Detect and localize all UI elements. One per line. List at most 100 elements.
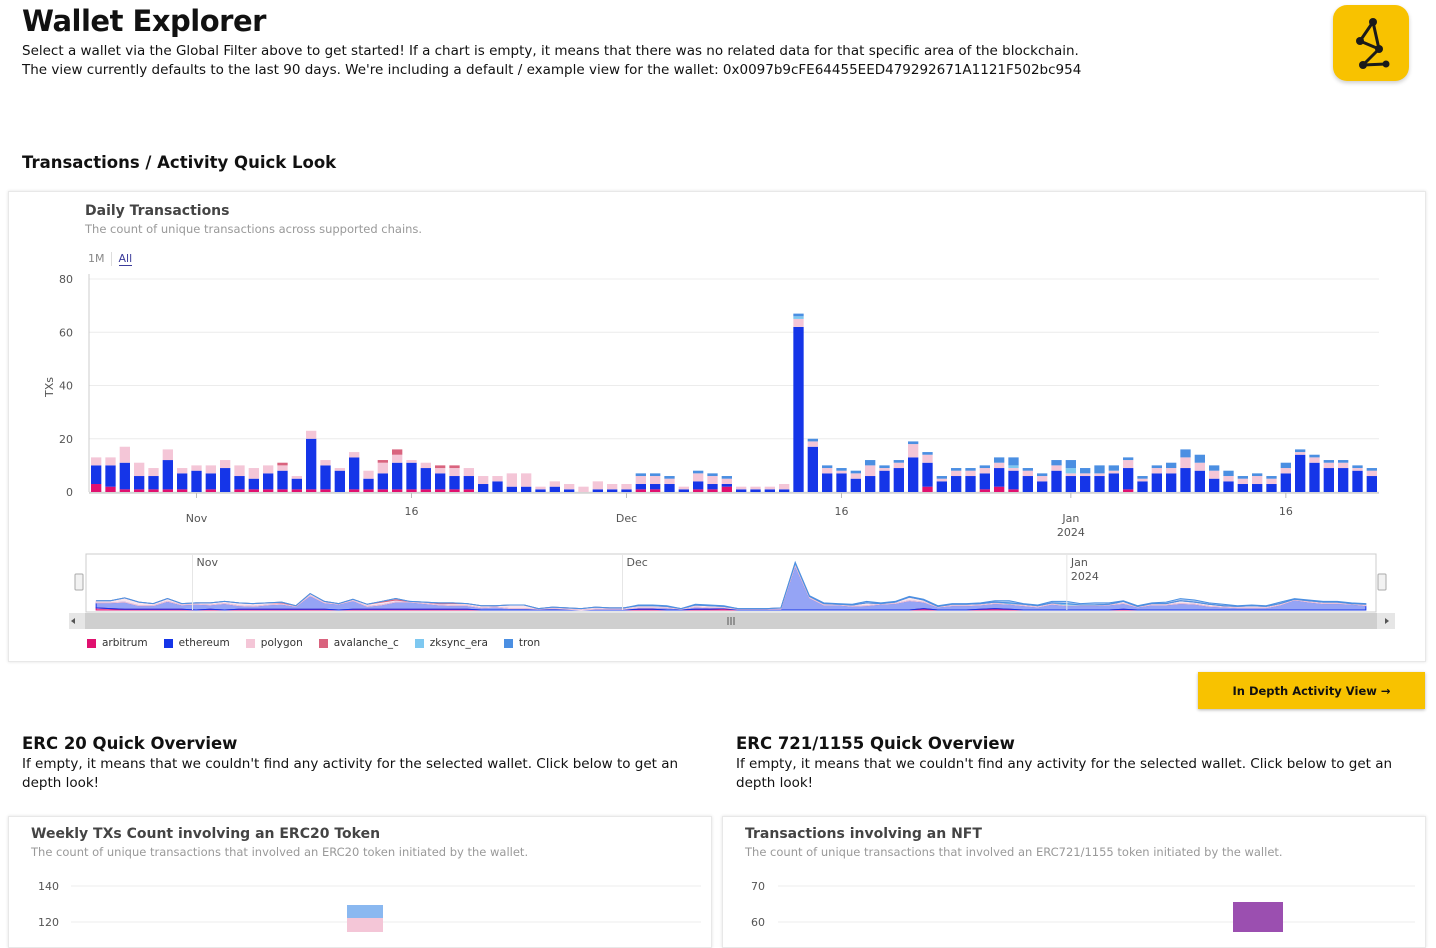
bar-segment-arbitrum[interactable] — [263, 489, 274, 492]
bar-segment-polygon[interactable] — [506, 473, 517, 487]
bar-segment-ethereum[interactable] — [148, 476, 159, 490]
bar-segment-ethereum[interactable] — [406, 462, 417, 490]
bar-segment-polygon[interactable] — [1008, 468, 1019, 471]
bar-segment-polygon[interactable] — [1352, 468, 1363, 471]
bar-segment-tron[interactable] — [965, 468, 976, 471]
bar-segment-ethereum[interactable] — [850, 478, 861, 492]
bar-segment-ethereum[interactable] — [893, 468, 904, 492]
bar-segment-ethereum[interactable] — [650, 484, 661, 490]
bar-segment-polygon[interactable] — [306, 430, 317, 439]
bar-segment-ethereum[interactable] — [1280, 473, 1291, 492]
bar-segment-ethereum[interactable] — [220, 468, 231, 492]
bar-segment-arbitrum[interactable] — [177, 489, 188, 492]
scroll-left-arrow-icon[interactable] — [71, 618, 75, 624]
bar-segment-polygon[interactable] — [836, 470, 847, 474]
scrollbar-grip-icon[interactable] — [727, 617, 735, 625]
bar-segment-polygon[interactable] — [764, 486, 775, 490]
bar-segment-tron[interactable] — [1137, 476, 1148, 479]
bar-segment-arbitrum[interactable] — [148, 489, 159, 492]
bar-segment-tron[interactable] — [893, 460, 904, 463]
bar-segment-arbitrum[interactable] — [707, 489, 718, 492]
bar-segment-polygon[interactable] — [793, 318, 804, 327]
bar-segment-arbitrum[interactable] — [105, 486, 116, 492]
bar-segment-ethereum[interactable] — [263, 473, 274, 490]
bar-segment-ethereum[interactable] — [822, 473, 833, 492]
bar-segment-ethereum[interactable] — [492, 481, 503, 492]
bar-segment-polygon[interactable] — [807, 441, 818, 447]
bar-segment-ethereum[interactable] — [1252, 484, 1263, 492]
bar-segment-polygon[interactable] — [320, 460, 331, 466]
bar-segment-polygon[interactable] — [1051, 465, 1062, 471]
bar-segment-ethereum[interactable] — [1065, 476, 1076, 492]
bar-segment-polygon[interactable] — [420, 462, 431, 469]
bar-segment-tron[interactable] — [1352, 465, 1363, 469]
bar-segment-polygon[interactable] — [879, 468, 890, 471]
bar-segment-polygon[interactable] — [1151, 468, 1162, 474]
bar-segment-polygon[interactable] — [234, 465, 245, 477]
bar-segment-ethereum[interactable] — [865, 476, 876, 492]
legend-item-tron[interactable]: tron — [503, 637, 540, 649]
bar-segment-arbitrum[interactable] — [277, 489, 288, 492]
bar-segment-tron[interactable] — [1295, 449, 1306, 453]
bar-segment-polygon[interactable] — [664, 478, 675, 485]
bar-segment-arbitrum[interactable] — [320, 489, 331, 492]
bar-segment-ethereum[interactable] — [678, 489, 689, 492]
bar-segment-polygon[interactable] — [134, 462, 145, 477]
bar-segment-tron[interactable] — [1180, 449, 1191, 458]
bar-segment-arbitrum[interactable] — [392, 489, 403, 492]
bar-segment-ethereum[interactable] — [635, 484, 646, 490]
bar-segment-ethereum[interactable] — [191, 470, 202, 492]
bar-segment-polygon[interactable] — [850, 473, 861, 479]
bar-segment-arbitrum[interactable] — [291, 489, 302, 492]
bar-segment-polygon[interactable] — [1166, 468, 1177, 474]
bar-segment-arbitrum[interactable] — [91, 484, 102, 492]
bar-segment-ethereum[interactable] — [349, 457, 360, 490]
bar-segment-polygon[interactable] — [1223, 476, 1234, 482]
bar-segment-ethereum[interactable] — [1151, 473, 1162, 492]
bar-segment-ethereum[interactable] — [334, 470, 345, 492]
navigator-right-handle[interactable] — [1377, 573, 1387, 591]
bar-segment-ethereum[interactable] — [1338, 468, 1349, 492]
bar-segment-polygon[interactable] — [478, 476, 489, 485]
bar-segment-tron[interactable] — [1194, 454, 1205, 463]
bar-segment-polygon[interactable] — [291, 476, 302, 479]
bar-segment-polygon[interactable] — [535, 486, 546, 490]
bar-segment-polygon[interactable] — [721, 478, 732, 485]
bar-segment-ethereum[interactable] — [449, 476, 460, 490]
bar-segment-tron[interactable] — [836, 468, 847, 471]
bar-segment-polygon[interactable] — [392, 454, 403, 463]
bar-segment-tron[interactable] — [1065, 460, 1076, 469]
bar-segment-ethereum[interactable] — [377, 473, 388, 490]
bar-segment-polygon[interactable] — [1137, 478, 1148, 482]
bar-segment-polygon[interactable] — [621, 484, 632, 490]
bar-segment-tron[interactable] — [936, 476, 947, 479]
bar-segment-arbitrum[interactable] — [449, 489, 460, 492]
bar-segment-polygon[interactable] — [908, 444, 919, 458]
bar-segment-ethereum[interactable] — [979, 473, 990, 490]
bar-segment-polygon[interactable] — [965, 470, 976, 477]
bar-segment-tron[interactable] — [1051, 460, 1062, 466]
bar-segment-polygon[interactable] — [435, 468, 446, 474]
bar-segment-tron[interactable] — [1309, 454, 1320, 458]
bar-segment-ethereum[interactable] — [435, 473, 446, 490]
bar-segment-arbitrum[interactable] — [979, 489, 990, 492]
bar-segment-polygon[interactable] — [1194, 462, 1205, 471]
range-button-1m[interactable]: 1M — [88, 252, 112, 266]
bar-segment-polygon[interactable] — [349, 452, 360, 458]
bar-segment-polygon[interactable] — [1209, 470, 1220, 479]
bar-segment-polygon[interactable] — [779, 484, 790, 490]
bar-segment-tron[interactable] — [721, 476, 732, 479]
bar-segment-ethereum[interactable] — [922, 462, 933, 487]
bar-segment-arbitrum[interactable] — [1123, 489, 1134, 492]
bar-segment-polygon[interactable] — [463, 468, 474, 477]
bar-segment-ethereum[interactable] — [592, 489, 603, 492]
bar-segment-arbitrum[interactable] — [650, 489, 661, 492]
bar-segment-ethereum[interactable] — [1352, 470, 1363, 492]
bar-segment-ethereum[interactable] — [1366, 476, 1377, 492]
bar-segment-polygon[interactable] — [707, 476, 718, 485]
bar-segment-polygon[interactable] — [177, 468, 188, 474]
legend-item-avalanche_c[interactable]: avalanche_c — [318, 637, 399, 649]
bar-segment-polygon[interactable] — [1295, 452, 1306, 455]
bar-segment-polygon[interactable] — [893, 462, 904, 469]
bar-segment-arbitrum[interactable] — [119, 489, 130, 492]
